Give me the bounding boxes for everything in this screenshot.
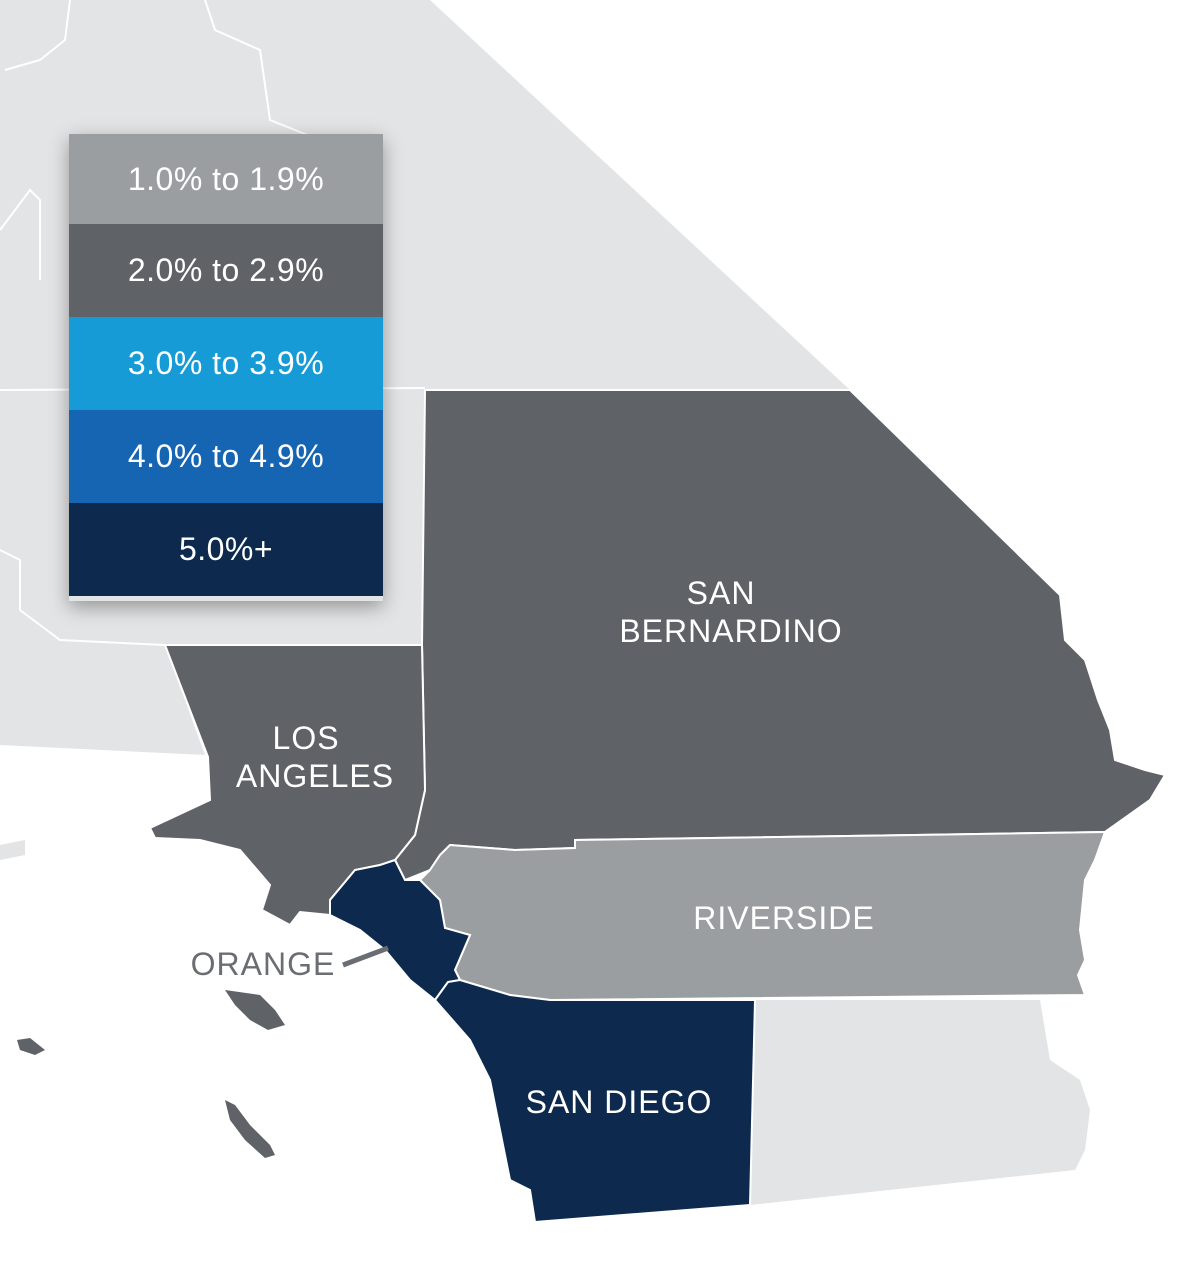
legend-item-range-2: 2.0% to 2.9% — [69, 224, 383, 317]
label-los-angeles: LOS ANGELES — [236, 720, 394, 794]
legend-item-range-3: 3.0% to 3.9% — [69, 317, 383, 410]
label-riverside: RIVERSIDE — [693, 900, 874, 936]
county-san-diego[interactable] — [433, 978, 757, 1224]
legend-label: 4.0% to 4.9% — [127, 438, 325, 474]
legend: 1.0% to 1.9% 2.0% to 2.9% 3.0% to 3.9% 4… — [69, 134, 383, 601]
imperial-county-region — [750, 1000, 1090, 1205]
channel-islands — [17, 990, 285, 1158]
island-san-clemente — [225, 1100, 275, 1158]
label-orange: ORANGE — [191, 946, 336, 982]
island-san-nicolas — [17, 1038, 45, 1055]
county-orange[interactable] — [329, 858, 472, 1002]
label-san-diego: SAN DIEGO — [526, 1084, 713, 1120]
legend-label: 3.0% to 3.9% — [127, 345, 325, 381]
legend-item-range-1: 1.0% to 1.9% — [69, 134, 383, 224]
label-san-bernardino: SAN BERNARDINO — [619, 575, 842, 649]
land-fragment-left — [0, 840, 25, 860]
legend-label: 5.0%+ — [178, 531, 274, 567]
legend-item-range-4: 4.0% to 4.9% — [69, 410, 383, 503]
legend-label: 1.0% to 1.9% — [127, 160, 325, 197]
county-los-angeles[interactable] — [148, 644, 427, 927]
legend-label: 2.0% to 2.9% — [127, 252, 325, 288]
island-santa-catalina — [225, 990, 285, 1030]
orange-pointer-line — [342, 945, 389, 968]
legend-item-range-5: 5.0%+ — [69, 503, 383, 596]
